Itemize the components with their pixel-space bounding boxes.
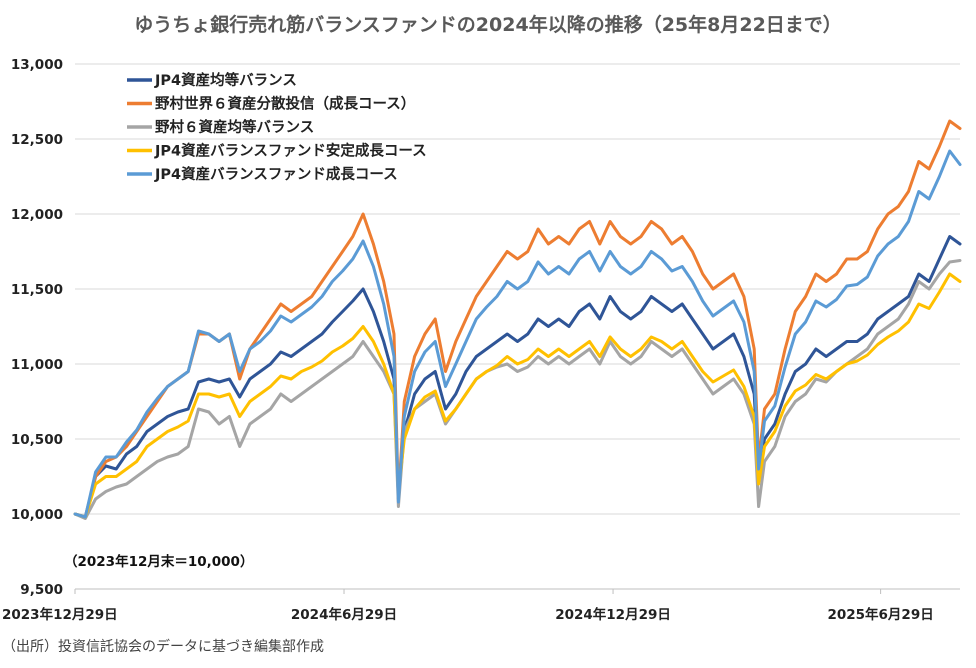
legend-label: 野村６資産均等バランス — [155, 118, 314, 136]
legend-label: JP4資産均等バランス — [154, 71, 297, 89]
y-tick-label: 12,500 — [11, 132, 63, 148]
legend-label: JP4資産バランスファンド安定成長コース — [154, 142, 427, 160]
series-line-5 — [73, 149, 962, 519]
y-tick-label: 10,500 — [11, 432, 63, 448]
y-tick-label: 11,000 — [11, 357, 63, 373]
y-tick-label: 12,000 — [11, 207, 63, 223]
series-line-1 — [73, 235, 962, 519]
x-tick-label: 2025年6月29日 — [827, 606, 933, 623]
series-line-3 — [73, 259, 962, 520]
x-tick-label: 2023年12月29日 — [2, 606, 118, 623]
legend-label: 野村世界６資産分散投信（成長コース） — [155, 95, 415, 113]
legend-label: JP4資産バランスファンド成長コース — [154, 165, 398, 183]
x-tick-label: 2024年6月29日 — [291, 606, 397, 623]
y-tick-label: 13,000 — [11, 57, 63, 73]
y-tick-label: 9,500 — [20, 582, 63, 598]
y-tick-label: 11,500 — [11, 282, 63, 298]
y-axis: 9,500 10,000 10,500 11,000 11,500 12,000 12,50… — [11, 57, 63, 598]
series-line-4 — [73, 272, 962, 519]
y-tick-label: 10,000 — [11, 507, 63, 523]
series-lines — [73, 119, 962, 520]
baseline-note: （2023年12月末＝10,000） — [64, 553, 253, 570]
x-axis: 2023年12月29日 2024年6月29日 2024年12月29日 2025年6月2… — [2, 589, 934, 623]
x-tick-label: 2024年12月29日 — [555, 606, 671, 623]
chart-title: ゆうちょ銀行売れ筋バランスファンドの2024年以降の推移（25年8月22日まで） — [134, 13, 842, 36]
source-note: （出所）投資信託協会のデータに基づき編集部作成 — [2, 638, 324, 655]
